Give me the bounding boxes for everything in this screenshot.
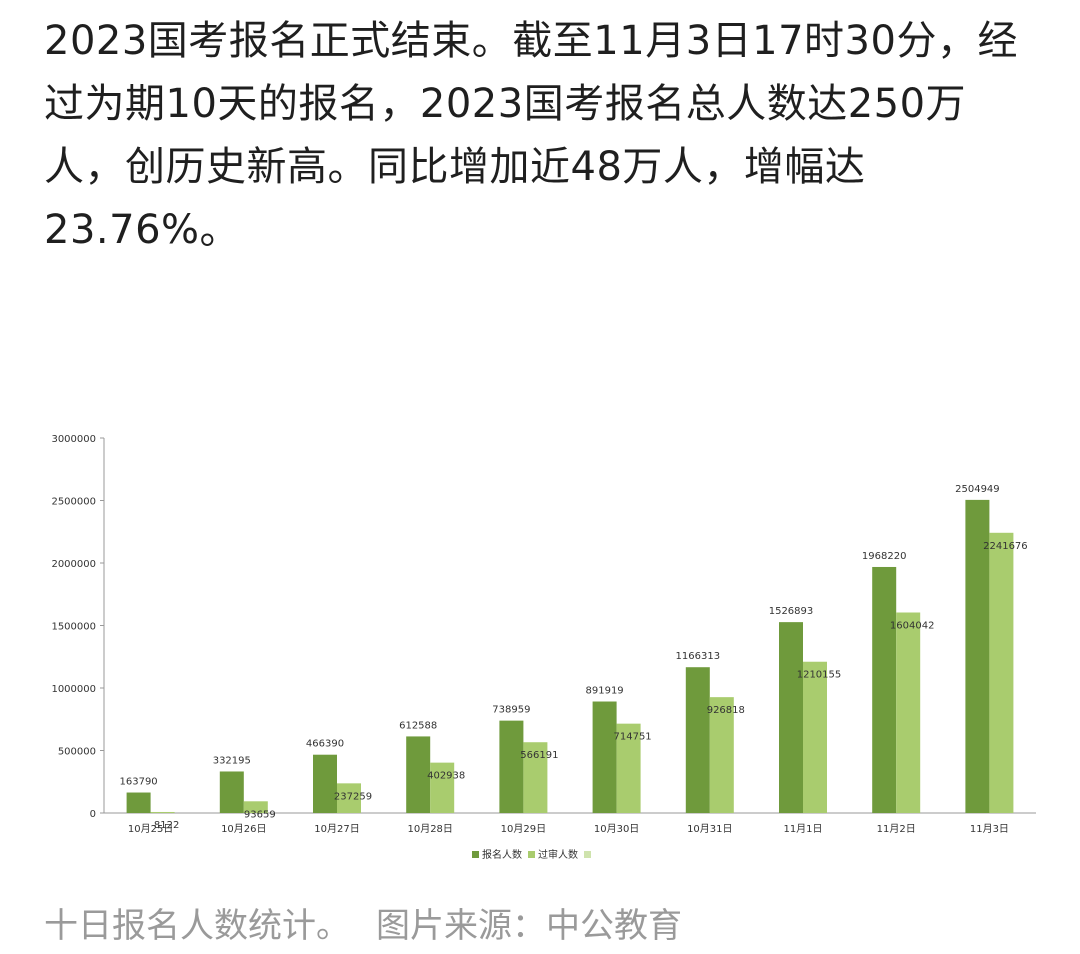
data-label-series2: 714751 <box>614 732 652 743</box>
data-label-series1: 738959 <box>492 705 530 716</box>
data-label-series2: 926818 <box>707 705 745 716</box>
data-label-series2: 1210155 <box>797 670 842 681</box>
bars-layer <box>126 499 1014 813</box>
bar-series1 <box>779 622 803 813</box>
x-tick-label: 10月30日 <box>594 823 639 835</box>
data-label-series2: 8122 <box>154 820 179 831</box>
legend-label-1: 报名人数 <box>482 848 522 861</box>
y-tick-label: 2500000 <box>51 497 96 508</box>
data-label-series2: 566191 <box>520 750 558 761</box>
data-label-series1: 891919 <box>586 686 624 697</box>
image-caption: 十日报名人数统计。 图片来源：中公教育 <box>44 904 682 948</box>
bar-series2 <box>709 697 734 813</box>
bar-series2 <box>989 532 1014 813</box>
chart-container: 0 500000 1000000 1500000 2000000 2500000 30000… <box>0 420 1080 880</box>
data-label-series2: 1604042 <box>890 620 935 631</box>
caption-label: 十日报名人数统计。 <box>44 906 350 946</box>
legend-label-2: 过审人数 <box>538 848 578 861</box>
bar-series2 <box>430 762 455 813</box>
bar-series1 <box>965 499 990 813</box>
bar-series2 <box>523 742 548 813</box>
x-tick-label: 10月25日 <box>128 823 173 835</box>
bar-series2 <box>243 801 268 813</box>
data-label-series1: 466390 <box>306 739 344 750</box>
legend-marker-1 <box>472 851 479 858</box>
data-label-series1: 1166313 <box>676 651 721 662</box>
x-tick-label: 10月27日 <box>314 823 359 835</box>
bar-series1 <box>406 736 431 813</box>
legend: 报名人数 过审人数 <box>472 848 591 861</box>
data-label-series1: 2504949 <box>955 484 1000 495</box>
legend-marker-3 <box>584 851 591 858</box>
x-tick-label: 10月26日 <box>221 823 266 835</box>
data-label-series1: 1968220 <box>862 551 907 562</box>
bar-series1 <box>126 792 151 813</box>
y-tick-label: 500000 <box>58 747 96 758</box>
x-tick-label: 11月2日 <box>877 823 916 835</box>
bar-series2 <box>150 811 175 813</box>
y-tick-label: 1500000 <box>51 622 96 633</box>
axes-layer: 0 500000 1000000 1500000 2000000 2500000 30000… <box>51 434 1036 835</box>
bar-series1 <box>685 667 710 813</box>
bar-series2 <box>803 661 827 813</box>
bar-chart: 0 500000 1000000 1500000 2000000 2500000 30000… <box>51 434 1036 861</box>
x-tick-label: 11月3日 <box>970 823 1009 835</box>
data-label-series1: 1526893 <box>769 606 814 617</box>
article-paragraph: 2023国考报名正式结束。截至11月3日17时30分，经过为期10天的报名，20… <box>44 18 1018 253</box>
data-label-series1: 612588 <box>399 720 437 731</box>
x-tick-label: 10月29日 <box>501 823 546 835</box>
y-tick-label: 3000000 <box>51 434 96 445</box>
data-label-series2: 93659 <box>244 809 276 820</box>
bar-series2 <box>616 723 641 813</box>
bar-series1 <box>872 566 897 813</box>
data-label-series2: 402938 <box>427 771 465 782</box>
data-labels-layer: 163790 8122 332195 93659 466390 237259 612588 4… <box>120 484 1028 831</box>
bar-series1 <box>499 720 524 813</box>
bar-series1 <box>592 701 617 813</box>
data-label-series2: 2241676 <box>983 541 1028 552</box>
data-label-series1: 163790 <box>120 777 158 788</box>
data-label-series1: 332195 <box>213 755 251 766</box>
bar-series1 <box>219 771 244 813</box>
x-tick-label: 11月1日 <box>783 823 822 835</box>
y-tick-label: 2000000 <box>51 559 96 570</box>
bar-series1 <box>313 754 337 813</box>
y-tick-label: 1000000 <box>51 684 96 695</box>
caption-source: 图片来源：中公教育 <box>376 906 682 946</box>
bar-series2 <box>337 783 361 813</box>
x-tick-label: 10月31日 <box>687 823 732 835</box>
legend-marker-2 <box>528 851 535 858</box>
data-label-series2: 237259 <box>334 791 372 802</box>
bar-series2 <box>896 612 921 813</box>
y-tick-label: 0 <box>90 809 96 820</box>
x-tick-label: 10月28日 <box>407 823 452 835</box>
